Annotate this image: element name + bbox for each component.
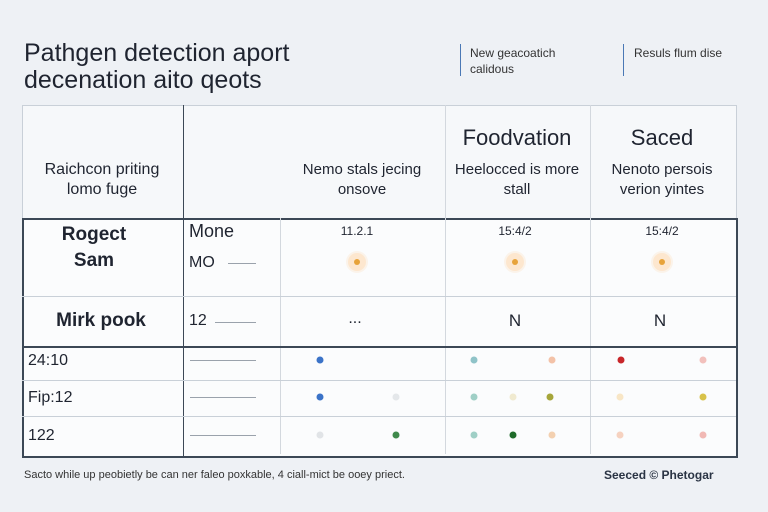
cell: Mone (189, 221, 235, 241)
cell: N (508, 311, 522, 330)
status-dot (699, 431, 707, 439)
status-dot (509, 431, 517, 439)
status-dot (548, 431, 556, 439)
footer-note: Sacto while up peobietly be can ner fale… (24, 469, 405, 481)
status-dot (470, 431, 478, 439)
row-line (22, 346, 736, 348)
header-cell: Raichcon priting lomo fuge (44, 161, 160, 198)
status-dot (316, 393, 324, 401)
table-header (22, 105, 737, 219)
dash (228, 263, 256, 264)
note-bar (460, 44, 461, 76)
row-line (22, 416, 736, 417)
title-line: Pathgen detection aport (24, 39, 290, 67)
status-dot (470, 393, 478, 401)
dash (190, 397, 256, 398)
row-label: 122 (28, 427, 55, 444)
status-dot (616, 393, 624, 401)
header-cell: Nemo stals jecing onsove (302, 161, 422, 198)
status-icon (348, 253, 366, 271)
table-body (22, 218, 738, 458)
row-label: Rogect Sam (61, 224, 127, 271)
status-dot (316, 356, 324, 364)
dash (215, 322, 256, 323)
status-dot (392, 431, 400, 439)
row-label: Fip:12 (28, 389, 73, 406)
status-dot (617, 356, 625, 364)
status-dot (699, 393, 707, 401)
cell: 11.2.1 (340, 224, 374, 238)
column-line (183, 105, 184, 456)
status-dot (316, 431, 324, 439)
title: Pathgen detection aport decenation aito … (24, 40, 289, 94)
footer-credit: Seeced © Phetogar (604, 468, 714, 482)
note: Resuls flum dise (634, 46, 723, 60)
status-dot (392, 393, 400, 401)
cell: 15:4/2 (645, 224, 679, 238)
cell: 15:4/2 (498, 224, 532, 238)
status-dot (546, 393, 554, 401)
header-title: Saced (630, 125, 694, 150)
status-dot (509, 393, 517, 401)
status-icon (653, 253, 671, 271)
cell: N (653, 311, 667, 330)
row-line (22, 296, 736, 297)
row-line (22, 380, 736, 381)
status-dot (699, 356, 707, 364)
status-dot (470, 356, 478, 364)
row-label: Mirk pook (56, 310, 146, 331)
column-line (445, 105, 446, 454)
status-icon (506, 253, 524, 271)
status-dot (616, 431, 624, 439)
dash (190, 435, 256, 436)
cell: MO (189, 254, 215, 271)
row-label: 24:10 (28, 352, 69, 369)
header-cell: Nenoto persois verion yintes (611, 161, 713, 198)
header-title: Foodvation (462, 125, 572, 150)
note-bar (623, 44, 624, 76)
header-cell: Heelocced is more stall (454, 161, 580, 198)
title-line: decenation aito qeots (24, 66, 262, 94)
dash (190, 360, 256, 361)
status-dot (548, 356, 556, 364)
column-line (280, 218, 281, 454)
cell: ... (348, 310, 362, 327)
column-line (590, 105, 591, 454)
note: New geacoatich calidous (470, 46, 556, 76)
cell: 12 (189, 312, 207, 329)
